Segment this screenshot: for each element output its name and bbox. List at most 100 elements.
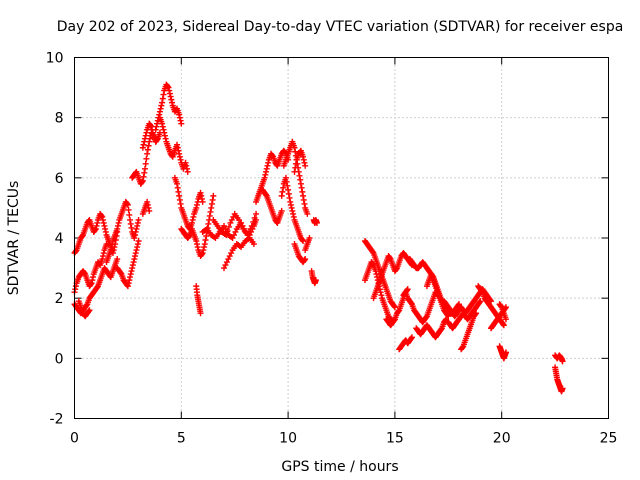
data-point — [443, 316, 450, 323]
x-tick-label: 20 — [493, 431, 511, 447]
data-point — [131, 256, 138, 263]
data-point — [176, 196, 183, 203]
data-point — [250, 241, 257, 248]
data-point — [184, 168, 191, 175]
data-point — [133, 225, 140, 232]
data-point — [102, 228, 109, 235]
data-point — [248, 222, 255, 229]
data-point — [200, 247, 207, 254]
data-point — [160, 91, 167, 98]
data-point — [393, 266, 400, 273]
data-point — [139, 177, 146, 184]
data-point — [186, 232, 193, 239]
data-point — [169, 99, 176, 106]
data-point — [438, 326, 445, 333]
data-point — [135, 238, 142, 245]
data-point — [374, 274, 381, 281]
data-point — [182, 159, 189, 166]
data-point — [455, 301, 462, 308]
data-point — [100, 219, 107, 226]
data-point — [135, 216, 142, 223]
data-point — [282, 174, 289, 181]
data-point — [198, 192, 205, 199]
data-point — [238, 222, 245, 229]
data-point — [175, 147, 182, 154]
data-point — [251, 214, 258, 221]
data-point — [245, 228, 252, 235]
data-point — [224, 227, 231, 234]
data-point — [369, 261, 376, 268]
data-point — [90, 274, 97, 281]
data-point — [478, 288, 485, 295]
data-point — [99, 256, 106, 263]
data-point — [445, 313, 452, 320]
data-point — [144, 201, 151, 208]
data-point — [199, 250, 206, 257]
data-point — [264, 162, 271, 169]
data-point — [235, 216, 242, 223]
data-point — [500, 322, 507, 329]
data-point — [165, 84, 172, 91]
data-point — [230, 231, 237, 238]
data-point — [99, 216, 106, 223]
data-point — [147, 122, 154, 129]
data-point — [278, 192, 285, 199]
data-point — [94, 219, 101, 226]
data-point — [299, 188, 306, 195]
data-point — [117, 270, 124, 277]
data-point — [230, 213, 237, 220]
data-point — [183, 162, 190, 169]
data-point — [176, 150, 183, 157]
data-point — [302, 162, 309, 169]
data-point — [72, 283, 79, 290]
data-point — [429, 273, 436, 280]
data-point — [132, 250, 139, 257]
data-point — [92, 226, 99, 233]
data-point — [301, 159, 308, 166]
data-point — [193, 238, 200, 245]
data-point — [222, 262, 229, 269]
data-point — [174, 184, 181, 191]
x-tick-label: 15 — [386, 431, 404, 447]
data-point — [129, 265, 136, 272]
data-point — [149, 129, 156, 136]
data-point — [127, 271, 134, 278]
data-point — [88, 280, 95, 287]
data-point — [128, 268, 135, 275]
data-point — [391, 304, 398, 311]
data-point — [296, 172, 303, 179]
data-point — [128, 224, 135, 231]
data-point — [472, 311, 479, 318]
data-point — [166, 90, 173, 97]
y-tick-label: 4 — [55, 231, 64, 247]
data-point — [87, 281, 94, 288]
grid — [74, 57, 609, 419]
data-point — [500, 321, 507, 328]
data-point — [395, 308, 402, 315]
data-point — [125, 206, 132, 213]
tick-labels: 0 5 10 15 20 25 -2 0 2 4 6 8 10 — [46, 51, 618, 447]
data-point — [223, 259, 230, 266]
x-tick-label: 5 — [177, 431, 186, 447]
data-point — [101, 222, 108, 229]
data-point — [278, 207, 285, 214]
data-point — [177, 117, 184, 124]
data-point — [502, 349, 509, 356]
data-point — [176, 192, 183, 199]
data-point — [502, 316, 509, 323]
data-point — [313, 219, 320, 226]
data-point — [161, 132, 168, 139]
data-point — [144, 150, 151, 157]
data-point — [301, 200, 308, 207]
data-point — [228, 216, 235, 223]
data-point — [159, 123, 166, 130]
data-point — [152, 126, 159, 133]
data-point — [99, 253, 106, 260]
data-point — [127, 216, 134, 223]
data-point — [132, 228, 139, 235]
data-point — [282, 149, 289, 156]
data-point — [300, 153, 307, 160]
data-point — [297, 180, 304, 187]
data-point — [126, 211, 133, 218]
data-point — [109, 241, 116, 248]
